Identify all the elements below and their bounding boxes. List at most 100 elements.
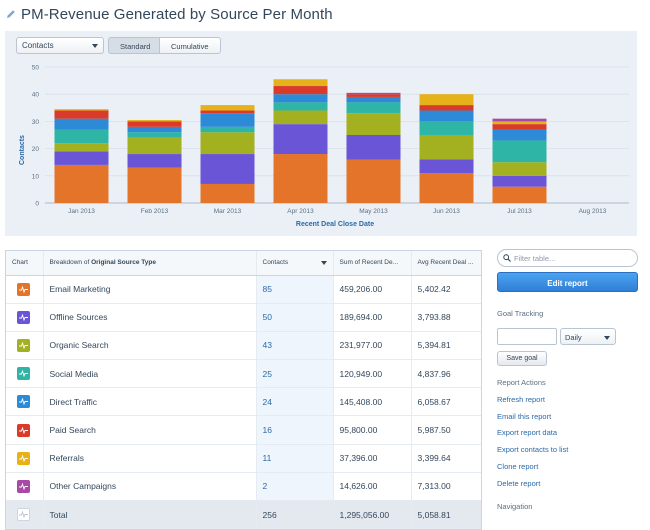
filter-table-input[interactable]: Filter table... <box>497 249 638 267</box>
bar-segment[interactable] <box>200 183 255 203</box>
bar-segment[interactable] <box>54 143 109 152</box>
clone-report-link[interactable]: Clone report <box>497 461 539 471</box>
bar-segment[interactable] <box>127 120 182 122</box>
table-row: Email Marketing 85 459,206.00 5,402.42 <box>6 275 481 304</box>
standard-view-button[interactable]: Standard <box>108 37 160 54</box>
chevron-down-icon <box>92 44 98 48</box>
row-contacts-link[interactable]: 2 <box>255 472 333 501</box>
series-toggle-icon[interactable] <box>17 395 30 409</box>
row-contacts-link[interactable]: 50 <box>255 303 333 332</box>
series-toggle-icon[interactable] <box>17 479 30 493</box>
bar-segment[interactable] <box>273 102 328 111</box>
export-report-data-link[interactable]: Export report data <box>497 428 558 438</box>
row-contacts-link[interactable]: 11 <box>255 444 333 473</box>
bar-segment[interactable] <box>273 94 328 103</box>
col-header-sum[interactable]: Sum of Recent De... <box>332 251 411 276</box>
goal-period-select[interactable]: Daily <box>560 328 616 345</box>
bar-segment[interactable] <box>419 135 474 160</box>
row-source-name: Email Marketing <box>42 275 256 304</box>
bar-segment[interactable] <box>200 105 255 111</box>
bar-segment[interactable] <box>273 154 328 203</box>
bar-segment[interactable] <box>346 159 401 203</box>
bar-segment[interactable] <box>54 164 109 203</box>
bar-segment[interactable] <box>127 154 182 168</box>
bar-segment[interactable] <box>492 186 547 203</box>
total-avg: 5,058.81 <box>410 500 481 529</box>
cumulative-view-button[interactable]: Cumulative <box>160 37 221 54</box>
bar-segment[interactable] <box>419 94 474 106</box>
bar-segment[interactable] <box>200 113 255 127</box>
bar-segment[interactable] <box>419 159 474 174</box>
bar-segment[interactable] <box>54 109 109 111</box>
row-contacts-link[interactable]: 24 <box>255 387 333 416</box>
bar-segment[interactable] <box>492 121 547 125</box>
bar-segment[interactable] <box>127 137 182 155</box>
bar-segment[interactable] <box>127 121 182 127</box>
metric-select[interactable]: Contacts <box>16 37 104 54</box>
export-contacts-link[interactable]: Export contacts to list <box>497 445 569 455</box>
report-actions-heading: Report Actions <box>497 378 546 387</box>
view-toggle: Standard Cumulative <box>108 37 221 54</box>
bar-segment[interactable] <box>419 121 474 135</box>
bar-segment[interactable] <box>54 118 109 130</box>
bar-segment[interactable] <box>346 102 401 114</box>
pencil-icon[interactable] <box>6 9 16 19</box>
x-tick-label: Jan 2013 <box>68 208 95 215</box>
goal-value-input[interactable] <box>497 328 557 345</box>
bar-segment[interactable] <box>492 129 547 141</box>
row-contacts-link[interactable]: 43 <box>255 331 333 360</box>
pulse-icon <box>19 454 28 462</box>
col-header-breakdown[interactable]: Breakdown of Original Source Type <box>42 251 256 276</box>
bar-segment[interactable] <box>419 105 474 111</box>
col-header-contacts[interactable]: Contacts <box>255 251 333 276</box>
row-contacts-link[interactable]: 16 <box>255 415 333 445</box>
series-toggle-icon[interactable] <box>17 338 30 352</box>
bar-segment[interactable] <box>273 124 328 155</box>
bar-segment[interactable] <box>54 151 109 165</box>
bar-segment[interactable] <box>273 79 328 87</box>
bar-segment[interactable] <box>419 173 474 203</box>
bar-segment[interactable] <box>492 124 547 130</box>
table-row: Other Campaigns 2 14,626.00 7,313.00 <box>6 472 481 501</box>
bar-segment[interactable] <box>200 110 255 114</box>
edit-report-button[interactable]: Edit report <box>497 272 638 292</box>
bar-segment[interactable] <box>273 110 328 125</box>
col-header-avg[interactable]: Avg Recent Deal ... <box>410 251 481 276</box>
pulse-icon <box>19 511 28 519</box>
bar-segment[interactable] <box>492 162 547 176</box>
row-contacts-link[interactable]: 85 <box>255 275 333 304</box>
bar-segment[interactable] <box>200 154 255 184</box>
pulse-icon <box>19 313 28 321</box>
bar-segment[interactable] <box>273 86 328 95</box>
series-toggle-icon[interactable] <box>17 310 30 324</box>
bar-segment[interactable] <box>127 132 182 138</box>
delete-report-link[interactable]: Delete report <box>497 478 541 488</box>
bar-segment[interactable] <box>200 126 255 133</box>
email-report-link[interactable]: Email this report <box>497 411 552 421</box>
refresh-report-link[interactable]: Refresh report <box>497 394 545 404</box>
table-row: Paid Search 16 95,800.00 5,987.50 <box>6 415 481 445</box>
bar-segment[interactable] <box>346 94 401 97</box>
bar-segment[interactable] <box>346 96 401 103</box>
bar-segment[interactable] <box>346 135 401 160</box>
row-chart-cell <box>6 331 43 359</box>
bar-segment[interactable] <box>54 129 109 144</box>
bar-segment[interactable] <box>127 126 182 133</box>
y-tick-label: 10 <box>32 173 40 180</box>
bar-segment[interactable] <box>492 118 547 122</box>
series-toggle-icon[interactable] <box>17 451 30 465</box>
series-toggle-icon[interactable] <box>17 508 30 522</box>
bar-segment[interactable] <box>346 113 401 135</box>
row-contacts-link[interactable]: 25 <box>255 359 333 388</box>
bar-segment[interactable] <box>419 110 474 122</box>
bar-segment[interactable] <box>200 132 255 155</box>
series-toggle-icon[interactable] <box>17 367 30 381</box>
bar-segment[interactable] <box>346 92 401 95</box>
bar-segment[interactable] <box>492 175 547 187</box>
bar-segment[interactable] <box>54 110 109 119</box>
bar-segment[interactable] <box>127 167 182 203</box>
save-goal-button[interactable]: Save goal <box>497 351 547 366</box>
series-toggle-icon[interactable] <box>17 282 30 296</box>
bar-segment[interactable] <box>492 140 547 163</box>
series-toggle-icon[interactable] <box>17 423 30 437</box>
